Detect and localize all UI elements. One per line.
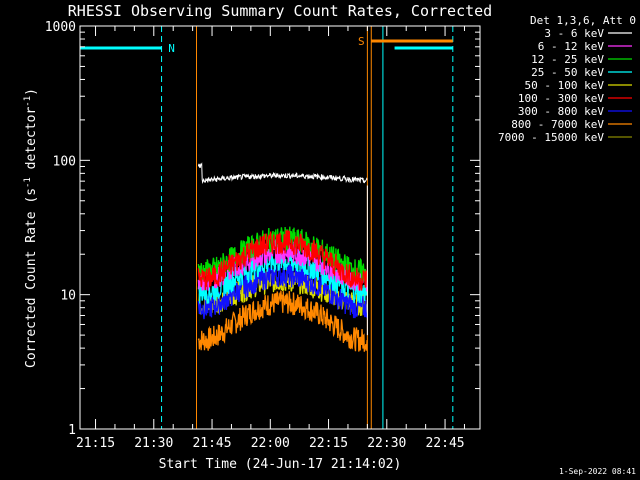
y-tick-label: 100: [53, 154, 76, 169]
x-tick-label: 22:30: [367, 436, 406, 451]
series-line-100-300-kev: [197, 229, 368, 291]
flag-label: S: [358, 35, 365, 48]
x-tick-label: 22:45: [425, 436, 464, 451]
y-tick-label: 10: [60, 289, 76, 304]
y-tick-label: 1: [68, 423, 76, 438]
series-line-3-6-kev: [197, 162, 368, 184]
legend-label: 800 - 7000 keV: [511, 118, 604, 131]
series-line-300-800-kev: [197, 263, 368, 320]
timestamp: 1-Sep-2022 08:41: [559, 467, 636, 476]
legend-label: 100 - 300 keV: [518, 92, 604, 105]
flag-label: N: [168, 42, 175, 55]
x-axis-label: Start Time (24-Jun-17 21:14:02): [159, 457, 402, 472]
y-tick-label: 1000: [45, 20, 76, 35]
series-line-800-7000-kev: [197, 290, 368, 352]
chart-title: RHESSI Observing Summary Count Rates, Co…: [68, 2, 492, 20]
x-tick-label: 22:15: [309, 436, 348, 451]
y-axis: 1 10 100 1000: [45, 20, 480, 438]
x-tick-label: 21:30: [134, 436, 173, 451]
legend-label: 25 - 50 keV: [531, 66, 604, 79]
legend-label: 7000 - 15000 keV: [498, 131, 604, 144]
legend-label: 6 - 12 keV: [538, 40, 605, 53]
legend-label: 3 - 6 keV: [544, 27, 604, 40]
series-lines: [197, 162, 368, 352]
flag-overlays: NS: [79, 26, 454, 429]
legend-header: Det 1,3,6, Att 0: [530, 14, 636, 27]
plot-frame: [79, 25, 481, 430]
x-tick-label: 21:45: [192, 436, 231, 451]
x-tick-label: 22:00: [251, 436, 290, 451]
y-axis-label: Corrected Count Rate (s-1 detector-1): [23, 88, 39, 368]
x-tick-label: 21:15: [76, 436, 115, 451]
x-axis: 21:15 21:30 21:45 22:00 22:15 22:30 22:45: [76, 26, 465, 451]
legend-label: 300 - 800 keV: [518, 105, 604, 118]
series-line-25-50-kev: [197, 249, 368, 304]
legend-label: 50 - 100 keV: [525, 79, 605, 92]
legend-label: 12 - 25 keV: [531, 53, 604, 66]
